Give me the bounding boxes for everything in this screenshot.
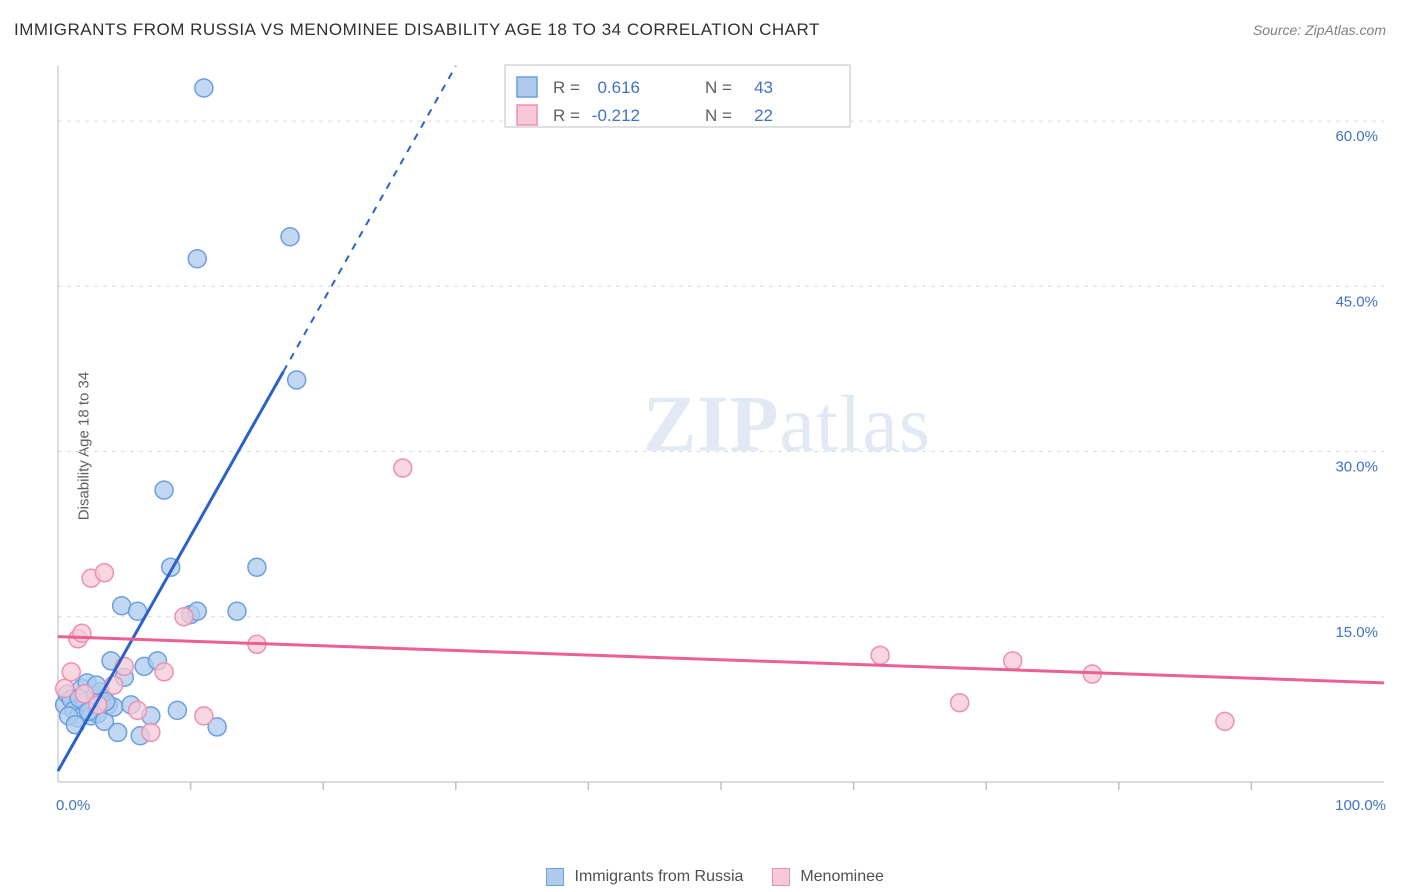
svg-text:R =: R =	[553, 78, 580, 97]
svg-text:-0.212: -0.212	[592, 106, 640, 125]
svg-text:R =: R =	[553, 106, 580, 125]
svg-text:30.0%: 30.0%	[1335, 459, 1378, 476]
source-attribution: Source: ZipAtlas.com	[1253, 22, 1386, 38]
svg-text:100.0%: 100.0%	[1335, 797, 1386, 814]
plot-area: ZIPatlas 15.0%30.0%45.0%60.0%0.0%100.0%R…	[50, 60, 1390, 820]
svg-text:43: 43	[754, 78, 773, 97]
svg-text:15.0%: 15.0%	[1335, 624, 1378, 641]
svg-text:22: 22	[754, 106, 773, 125]
svg-text:60.0%: 60.0%	[1335, 128, 1378, 145]
scatter-plot-svg: 15.0% 30.0% 45.0% 60.0% 0.0% 100.0% R = 0.616 N …	[50, 60, 1390, 820]
svg-text:0.0%: 0.0%	[56, 797, 90, 814]
svg-text:0.616: 0.616	[597, 78, 640, 97]
legend-swatch-0	[546, 868, 564, 886]
chart-title: IMMIGRANTS FROM RUSSIA VS MENOMINEE DISA…	[14, 20, 820, 40]
svg-text:N =: N =	[705, 78, 732, 97]
chart-container: IMMIGRANTS FROM RUSSIA VS MENOMINEE DISA…	[0, 0, 1406, 892]
bottom-legend: Immigrants from Russia Menominee	[0, 868, 1406, 886]
svg-text:45.0%: 45.0%	[1335, 293, 1378, 310]
legend-swatch-1	[772, 868, 790, 886]
legend-label-0: Immigrants from Russia	[575, 868, 744, 885]
svg-text:N =: N =	[705, 106, 732, 125]
legend-label-1: Menominee	[800, 868, 884, 885]
